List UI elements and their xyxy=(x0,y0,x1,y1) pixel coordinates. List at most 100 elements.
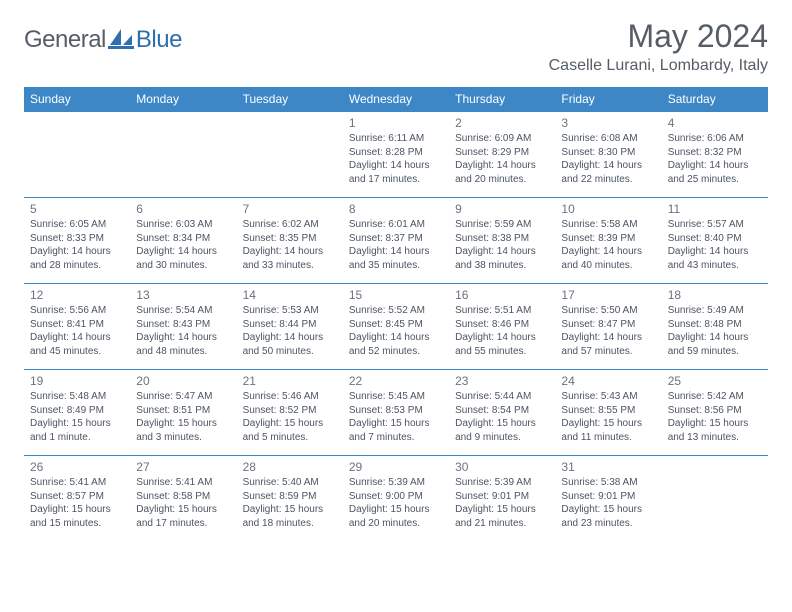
daylight-text: Daylight: 15 hours and 1 minute. xyxy=(30,417,124,444)
sunrise-text: Sunrise: 6:02 AM xyxy=(243,218,337,232)
sunrise-text: Sunrise: 5:39 AM xyxy=(455,476,549,490)
day-number: 28 xyxy=(243,460,337,474)
sunset-text: Sunset: 8:37 PM xyxy=(349,232,443,246)
day-number: 20 xyxy=(136,374,230,388)
day-details: Sunrise: 5:46 AMSunset: 8:52 PMDaylight:… xyxy=(243,390,337,444)
calendar-row: 19Sunrise: 5:48 AMSunset: 8:49 PMDayligh… xyxy=(24,370,768,456)
day-details: Sunrise: 5:43 AMSunset: 8:55 PMDaylight:… xyxy=(561,390,655,444)
sunrise-text: Sunrise: 5:40 AM xyxy=(243,476,337,490)
calendar-cell xyxy=(662,456,768,542)
brand-name-part2: Blue xyxy=(136,26,182,54)
calendar-page: General Blue May 2024 Caselle Lurani, Lo… xyxy=(0,0,792,566)
day-details: Sunrise: 5:47 AMSunset: 8:51 PMDaylight:… xyxy=(136,390,230,444)
daylight-text: Daylight: 14 hours and 55 minutes. xyxy=(455,331,549,358)
calendar-cell: 10Sunrise: 5:58 AMSunset: 8:39 PMDayligh… xyxy=(555,198,661,284)
calendar-cell: 31Sunrise: 5:38 AMSunset: 9:01 PMDayligh… xyxy=(555,456,661,542)
daylight-text: Daylight: 14 hours and 22 minutes. xyxy=(561,159,655,186)
sunset-text: Sunset: 8:47 PM xyxy=(561,318,655,332)
sunrise-text: Sunrise: 5:59 AM xyxy=(455,218,549,232)
calendar-cell: 17Sunrise: 5:50 AMSunset: 8:47 PMDayligh… xyxy=(555,284,661,370)
day-number: 11 xyxy=(668,202,762,216)
sunrise-text: Sunrise: 5:41 AM xyxy=(136,476,230,490)
daylight-text: Daylight: 15 hours and 11 minutes. xyxy=(561,417,655,444)
daylight-text: Daylight: 14 hours and 38 minutes. xyxy=(455,245,549,272)
day-details: Sunrise: 6:03 AMSunset: 8:34 PMDaylight:… xyxy=(136,218,230,272)
day-details: Sunrise: 6:06 AMSunset: 8:32 PMDaylight:… xyxy=(668,132,762,186)
calendar-cell: 24 Sunrise: 5:43 AMSunset: 8:55 PMDayligh… xyxy=(555,370,661,456)
sunrise-text: Sunrise: 6:08 AM xyxy=(561,132,655,146)
daylight-text: Daylight: 14 hours and 35 minutes. xyxy=(349,245,443,272)
daylight-text: Daylight: 15 hours and 18 minutes. xyxy=(243,503,337,530)
weekday-header: Friday xyxy=(555,87,661,112)
sunrise-text: Sunrise: 5:49 AM xyxy=(668,304,762,318)
weekday-header: Monday xyxy=(130,87,236,112)
sunrise-text: Sunrise: 6:06 AM xyxy=(668,132,762,146)
daylight-text: Daylight: 14 hours and 57 minutes. xyxy=(561,331,655,358)
sunset-text: Sunset: 8:58 PM xyxy=(136,490,230,504)
day-details: Sunrise: 5:39 AMSunset: 9:01 PMDaylight:… xyxy=(455,476,549,530)
day-details: Sunrise: 6:01 AMSunset: 8:37 PMDaylight:… xyxy=(349,218,443,272)
sunset-text: Sunset: 8:28 PM xyxy=(349,146,443,160)
day-details: Sunrise: 5:41 AMSunset: 8:58 PMDaylight:… xyxy=(136,476,230,530)
daylight-text: Daylight: 14 hours and 40 minutes. xyxy=(561,245,655,272)
calendar-cell: 12 Sunrise: 5:56 AMSunset: 8:41 PMDayligh… xyxy=(24,284,130,370)
day-number: 25 xyxy=(668,374,762,388)
sunset-text: Sunset: 8:32 PM xyxy=(668,146,762,160)
daylight-text: Daylight: 15 hours and 7 minutes. xyxy=(349,417,443,444)
sunrise-text: Sunrise: 5:44 AM xyxy=(455,390,549,404)
daylight-text: Daylight: 14 hours and 48 minutes. xyxy=(136,331,230,358)
sunrise-text: Sunrise: 5:39 AM xyxy=(349,476,443,490)
sunrise-text: Sunrise: 6:01 AM xyxy=(349,218,443,232)
sunrise-text: Sunrise: 5:57 AM xyxy=(668,218,762,232)
calendar-cell: 25 Sunrise: 5:42 AMSunset: 8:56 PMDayligh… xyxy=(662,370,768,456)
day-details: Sunrise: 5:42 AMSunset: 8:56 PMDaylight:… xyxy=(668,390,762,444)
day-details: Sunrise: 5:50 AMSunset: 8:47 PMDaylight:… xyxy=(561,304,655,358)
day-number: 21 xyxy=(243,374,337,388)
weekday-header: Thursday xyxy=(449,87,555,112)
day-details: Sunrise: 5:57 AMSunset: 8:40 PMDaylight:… xyxy=(668,218,762,272)
calendar-cell: 26Sunrise: 5:41 AMSunset: 8:57 PMDayligh… xyxy=(24,456,130,542)
daylight-text: Daylight: 14 hours and 50 minutes. xyxy=(243,331,337,358)
daylight-text: Daylight: 14 hours and 20 minutes. xyxy=(455,159,549,186)
weekday-header: Tuesday xyxy=(237,87,343,112)
day-details: Sunrise: 5:44 AMSunset: 8:54 PMDaylight:… xyxy=(455,390,549,444)
day-number: 27 xyxy=(136,460,230,474)
day-number: 24 xyxy=(561,374,655,388)
day-number: 14 xyxy=(243,288,337,302)
calendar-cell: 21 Sunrise: 5:46 AMSunset: 8:52 PMDayligh… xyxy=(237,370,343,456)
sunrise-text: Sunrise: 5:58 AM xyxy=(561,218,655,232)
calendar-cell: 14Sunrise: 5:53 AMSunset: 8:44 PMDayligh… xyxy=(237,284,343,370)
day-number: 12 xyxy=(30,288,124,302)
daylight-text: Daylight: 15 hours and 3 minutes. xyxy=(136,417,230,444)
weekday-header: Saturday xyxy=(662,87,768,112)
day-number: 13 xyxy=(136,288,230,302)
calendar-cell: 6Sunrise: 6:03 AMSunset: 8:34 PMDaylight… xyxy=(130,198,236,284)
daylight-text: Daylight: 14 hours and 25 minutes. xyxy=(668,159,762,186)
day-number: 8 xyxy=(349,202,443,216)
sunset-text: Sunset: 8:48 PM xyxy=(668,318,762,332)
calendar-table: Sunday Monday Tuesday Wednesday Thursday… xyxy=(24,87,768,542)
day-number: 22 xyxy=(349,374,443,388)
calendar-cell: 22Sunrise: 5:45 AMSunset: 8:53 PMDayligh… xyxy=(343,370,449,456)
calendar-cell: 18Sunrise: 5:49 AMSunset: 8:48 PMDayligh… xyxy=(662,284,768,370)
weekday-header: Sunday xyxy=(24,87,130,112)
calendar-cell xyxy=(237,112,343,198)
sunset-text: Sunset: 8:55 PM xyxy=(561,404,655,418)
calendar-cell xyxy=(24,112,130,198)
sunrise-text: Sunrise: 6:05 AM xyxy=(30,218,124,232)
weekday-header: Wednesday xyxy=(343,87,449,112)
day-details: Sunrise: 6:05 AMSunset: 8:33 PMDaylight:… xyxy=(30,218,124,272)
sunset-text: Sunset: 8:46 PM xyxy=(455,318,549,332)
day-number: 31 xyxy=(561,460,655,474)
sail-icon xyxy=(108,27,134,54)
sunset-text: Sunset: 8:52 PM xyxy=(243,404,337,418)
daylight-text: Daylight: 14 hours and 45 minutes. xyxy=(30,331,124,358)
calendar-cell: 30Sunrise: 5:39 AMSunset: 9:01 PMDayligh… xyxy=(449,456,555,542)
day-details: Sunrise: 5:56 AMSunset: 8:41 PMDaylight:… xyxy=(30,304,124,358)
day-details: Sunrise: 5:49 AMSunset: 8:48 PMDaylight:… xyxy=(668,304,762,358)
calendar-cell: 7Sunrise: 6:02 AMSunset: 8:35 PMDaylight… xyxy=(237,198,343,284)
day-details: Sunrise: 5:52 AMSunset: 8:45 PMDaylight:… xyxy=(349,304,443,358)
calendar-cell: 23Sunrise: 5:44 AMSunset: 8:54 PMDayligh… xyxy=(449,370,555,456)
calendar-cell: 2Sunrise: 6:09 AMSunset: 8:29 PMDaylight… xyxy=(449,112,555,198)
daylight-text: Daylight: 14 hours and 30 minutes. xyxy=(136,245,230,272)
